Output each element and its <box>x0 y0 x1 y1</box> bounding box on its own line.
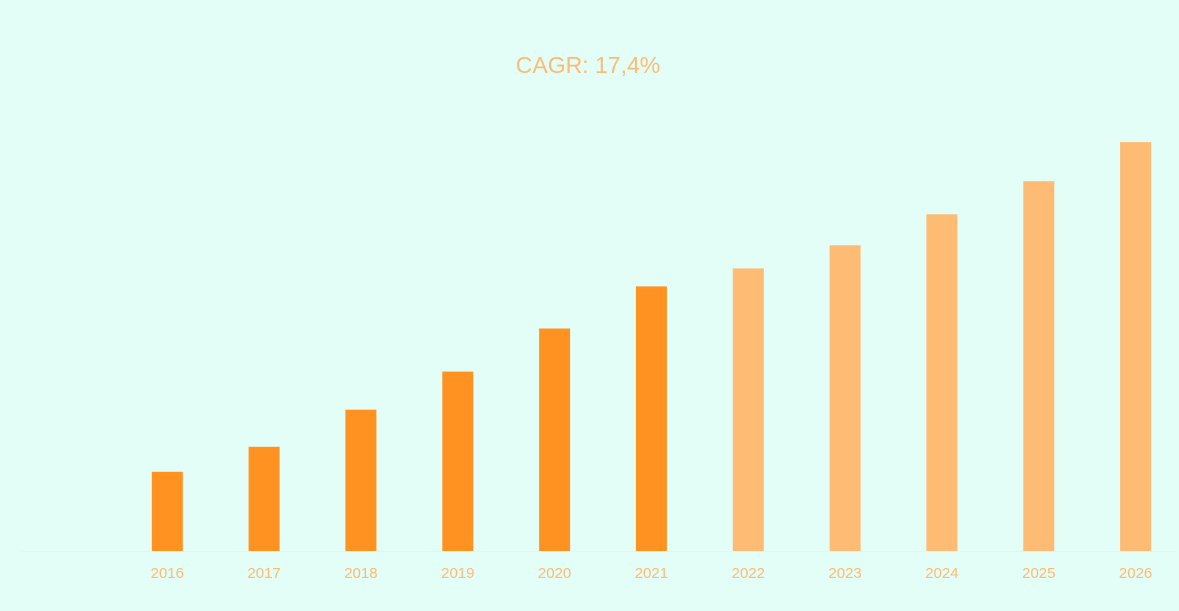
bar-2018 <box>345 409 377 551</box>
x-tick-label: 2016 <box>151 565 184 582</box>
bar-2024 <box>926 214 958 552</box>
bar-2025 <box>1023 181 1055 551</box>
bar-2016 <box>151 471 183 551</box>
x-tick-label: 2021 <box>635 565 668 582</box>
x-tick-label: 2020 <box>538 565 571 582</box>
x-tick-label: 2022 <box>732 565 765 582</box>
x-tick-label: 2024 <box>925 565 958 582</box>
x-tick-label: 2025 <box>1022 565 1055 582</box>
x-tick-label: 2017 <box>247 565 280 582</box>
bar-2019 <box>442 371 474 551</box>
x-tick-label: 2018 <box>344 565 377 582</box>
bar-2026 <box>1120 142 1152 551</box>
x-tick-label: 2026 <box>1119 565 1152 582</box>
bar-2017 <box>248 446 280 551</box>
x-tick-label: 2023 <box>828 565 861 582</box>
bar-2020 <box>539 328 571 551</box>
bar-2021 <box>635 286 667 551</box>
bar-2022 <box>732 268 764 551</box>
x-tick-label: 2019 <box>441 565 474 582</box>
bar-2023 <box>829 245 861 552</box>
chart-title: CAGR: 17,4% <box>515 52 661 78</box>
